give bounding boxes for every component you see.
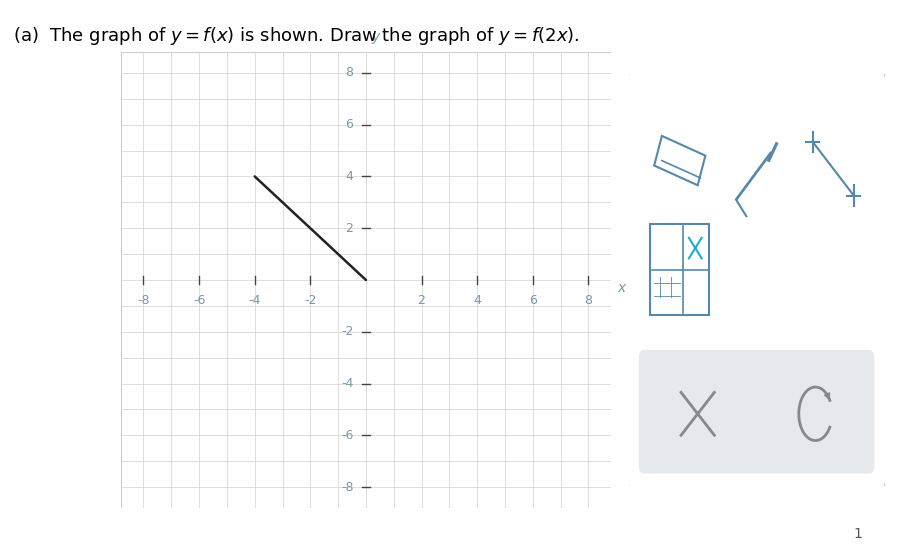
Text: 6: 6 (346, 118, 354, 131)
FancyBboxPatch shape (626, 70, 887, 490)
Text: x: x (618, 281, 626, 295)
Text: -6: -6 (341, 429, 354, 442)
Text: 2: 2 (346, 222, 354, 235)
Text: -2: -2 (341, 325, 354, 338)
Text: -8: -8 (137, 294, 150, 307)
Text: -6: -6 (193, 294, 206, 307)
Text: 4: 4 (473, 294, 481, 307)
Text: -2: -2 (304, 294, 316, 307)
FancyBboxPatch shape (638, 350, 875, 473)
Text: y: y (372, 30, 380, 44)
Text: -4: -4 (249, 294, 261, 307)
Text: -8: -8 (341, 480, 354, 494)
Text: (a)  The graph of $y = f(x)$ is shown. Draw the graph of $y = f(2x)$.: (a) The graph of $y = f(x)$ is shown. Dr… (13, 25, 580, 47)
Text: 6: 6 (529, 294, 537, 307)
Text: 1: 1 (853, 526, 862, 541)
Text: 8: 8 (585, 294, 593, 307)
Text: 8: 8 (346, 66, 354, 80)
Text: 2: 2 (418, 294, 426, 307)
Text: 4: 4 (346, 170, 354, 183)
Text: -4: -4 (341, 377, 354, 390)
